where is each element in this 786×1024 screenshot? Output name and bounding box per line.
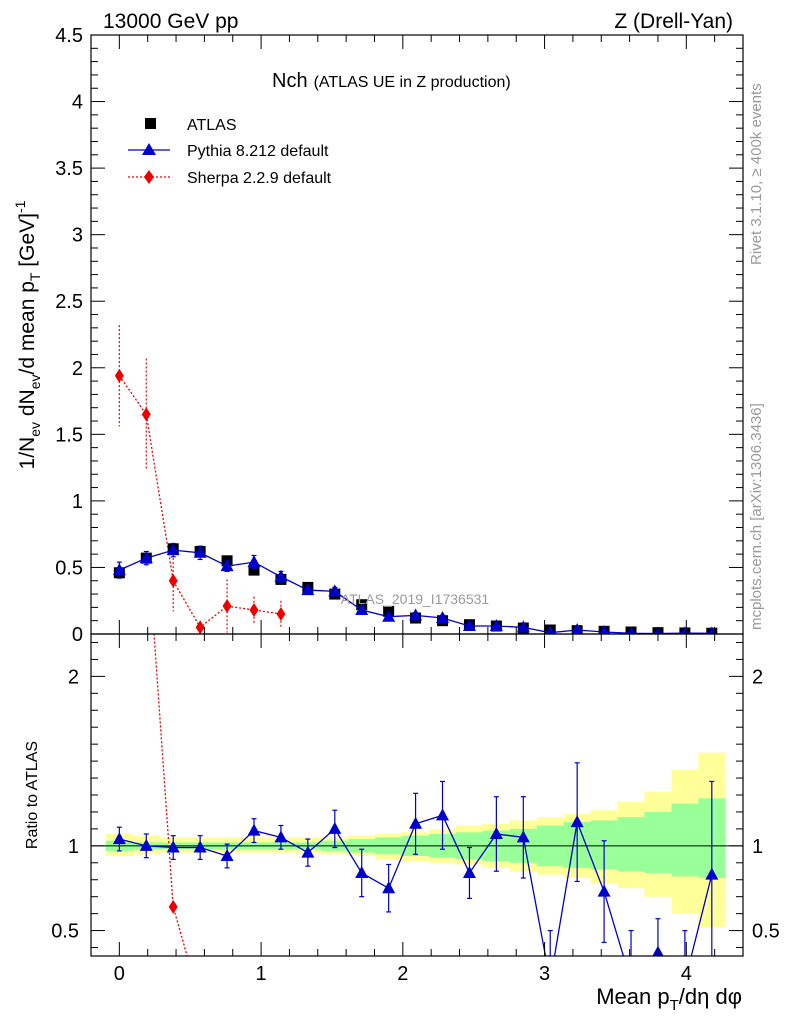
ratio-y-tick-label-left: 0.5 xyxy=(51,921,79,943)
pythia-ratio-point xyxy=(409,816,423,829)
sherpa-ratio-point xyxy=(142,517,151,531)
ratio-y-tick-label-right: 2 xyxy=(752,666,763,688)
stat-band-bin xyxy=(671,803,699,877)
header-left-label: 13000 GeV pp xyxy=(103,10,238,33)
y-tick-label: 1.5 xyxy=(55,424,83,446)
pythia-ratio-point xyxy=(247,823,261,836)
stat-band-bin xyxy=(644,811,672,873)
y-tick-label: 2 xyxy=(72,358,83,380)
plot-title-sub: (ATLAS UE in Z production) xyxy=(314,74,511,91)
rivet-version-label: Rivet 3.1.10, ≥ 400k events xyxy=(748,83,765,265)
pythia-ratio-point xyxy=(274,830,288,843)
analysis-watermark: ATLAS_2019_I1736531 xyxy=(341,591,490,607)
pythia-ratio-point xyxy=(597,884,611,897)
pythia-point xyxy=(112,563,126,576)
pythia-point xyxy=(382,609,396,622)
ratio-y-tick-label-right: 0.5 xyxy=(752,921,780,943)
pythia-point xyxy=(489,619,503,632)
header-right-label: Z (Drell-Yan) xyxy=(614,10,733,33)
sherpa-point xyxy=(141,407,151,422)
sherpa-point xyxy=(222,599,232,614)
y-tick-label: 3 xyxy=(72,225,83,247)
ratio-y-tick-label-left: 1 xyxy=(68,836,79,858)
pythia-point xyxy=(301,583,315,596)
x-tick-label: 3 xyxy=(539,963,550,985)
y-tick-label: 3.5 xyxy=(55,158,83,180)
y-tick-label: 2.5 xyxy=(55,291,83,313)
pythia-point xyxy=(626,626,636,634)
pythia-ratio-point xyxy=(516,830,530,843)
pythia-ratio-point xyxy=(462,865,476,878)
pythia-ratio-point xyxy=(705,867,719,880)
pythia-ratio-point xyxy=(193,840,207,853)
legend: ATLAS Pythia 8.212 default Sherpa 2.2.9 … xyxy=(128,117,332,187)
pythia-ratio-point xyxy=(166,840,180,853)
stat-band-bin xyxy=(617,817,645,872)
y-tick-label: 4 xyxy=(72,92,83,114)
y-tick-label: 0.5 xyxy=(55,557,83,579)
ratio-ylabel: Ratio to ATLAS xyxy=(24,741,41,849)
y-tick-label: 4.5 xyxy=(55,25,83,47)
x-tick-label: 4 xyxy=(681,963,692,985)
x-tick-label: 2 xyxy=(397,963,408,985)
pythia-point xyxy=(571,623,584,634)
pythia-point xyxy=(516,620,530,633)
pythia-ratio-point xyxy=(112,832,126,845)
sherpa-ratio-point xyxy=(196,995,205,1009)
sherpa-ratio-point xyxy=(168,899,178,914)
pythia-ratio-point xyxy=(382,881,396,894)
x-tick-label: 0 xyxy=(114,963,125,985)
legend-label-pythia: Pythia 8.212 default xyxy=(187,143,329,160)
pythia-ratio-point xyxy=(139,838,153,851)
pythia-ratio-point xyxy=(436,808,450,821)
legend-marker-sherpa xyxy=(144,170,154,184)
x-tick-label: 1 xyxy=(256,963,267,985)
sherpa-point xyxy=(249,603,259,618)
legend-label-sherpa: Sherpa 2.2.9 default xyxy=(187,170,332,187)
atlas-point xyxy=(248,564,260,576)
pythia-ratio-point xyxy=(355,865,369,878)
y-tick-label: 1 xyxy=(72,491,83,513)
pythia-point xyxy=(409,608,423,621)
sherpa-point xyxy=(195,620,205,634)
pythia-ratio-point xyxy=(328,821,342,834)
pythia-ratio-point xyxy=(301,845,315,858)
pythia-ratio-point xyxy=(489,826,503,839)
ratio-xlabel: Mean pT/dη dφ xyxy=(596,984,742,1014)
ratio-y-tick-label-left: 2 xyxy=(68,666,79,688)
sherpa-ratio-line xyxy=(153,634,188,956)
pythia-point xyxy=(436,611,450,624)
pythia-point xyxy=(220,559,234,572)
main-ylabel: 1/Nev dNev/d mean pT [GeV]-1 xyxy=(12,200,43,469)
pythia-point xyxy=(274,569,288,582)
plot-title-main: Nch xyxy=(272,70,308,92)
ratio-y-tick-label-right: 1 xyxy=(752,836,763,858)
pythia-point xyxy=(328,584,342,597)
pythia-point xyxy=(545,625,555,634)
sherpa-ratio-point xyxy=(115,297,124,311)
y-tick-label: 0 xyxy=(72,624,83,646)
mcplots-label: mcplots.cern.ch [arXiv:1306.3436] xyxy=(748,403,765,630)
sherpa-point xyxy=(114,368,124,383)
pythia-point xyxy=(166,543,180,556)
pythia-point xyxy=(193,545,207,558)
pythia-ratio-point xyxy=(220,849,234,862)
pythia-point xyxy=(462,619,476,632)
pythia-point xyxy=(355,603,369,616)
pythia-point xyxy=(247,555,261,568)
plot-title: Nch (ATLAS UE in Z production) xyxy=(272,70,511,92)
legend-marker-atlas xyxy=(145,118,156,129)
legend-label-atlas: ATLAS xyxy=(187,117,237,134)
pythia-point xyxy=(707,626,716,634)
pythia-point xyxy=(680,626,690,634)
pythia-point xyxy=(139,551,153,564)
legend-marker-pythia xyxy=(142,143,156,155)
sherpa-point xyxy=(168,573,178,588)
sherpa-point xyxy=(276,607,286,622)
pythia-ratio-point xyxy=(570,815,584,828)
